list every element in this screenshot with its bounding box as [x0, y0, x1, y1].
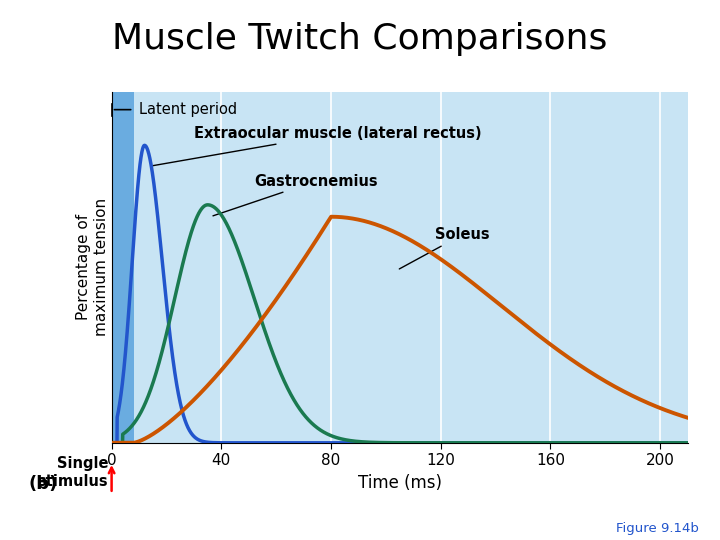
- Text: Extraocular muscle (lateral rectus): Extraocular muscle (lateral rectus): [153, 126, 482, 166]
- Text: Single
stimulus: Single stimulus: [37, 456, 108, 489]
- Text: Soleus: Soleus: [400, 227, 490, 269]
- Bar: [112, 92, 133, 443]
- Text: Latent period: Latent period: [139, 102, 237, 117]
- Y-axis label: Percentage of
maximum tension: Percentage of maximum tension: [76, 198, 109, 336]
- Text: (b): (b): [29, 475, 58, 493]
- Text: Gastrocnemius: Gastrocnemius: [213, 173, 378, 216]
- Text: Muscle Twitch Comparisons: Muscle Twitch Comparisons: [112, 22, 608, 56]
- Text: Figure 9.14b: Figure 9.14b: [616, 522, 698, 535]
- X-axis label: Time (ms): Time (ms): [358, 474, 441, 492]
